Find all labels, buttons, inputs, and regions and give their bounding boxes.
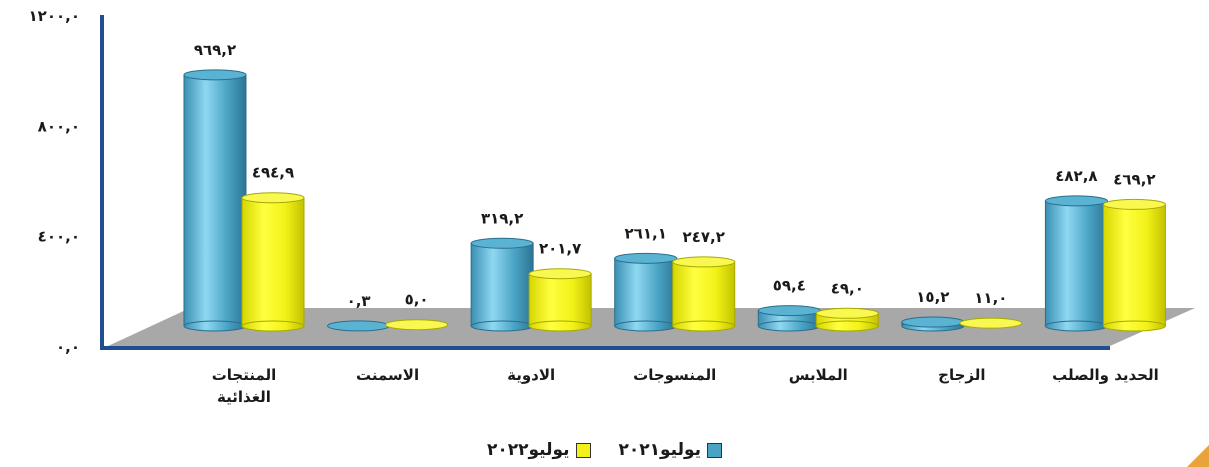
category-label: المنسوجات [633, 366, 716, 384]
data-label: ٤٩٤,٩ [252, 164, 294, 182]
data-label: ٢٠١,٧ [539, 240, 581, 258]
bar [528, 268, 592, 332]
legend: يوليو٢٠٢١ يوليو٢٠٢٢ [0, 440, 1209, 460]
category-label: الاسمنت [356, 366, 419, 384]
category-label: الغذائية [217, 388, 271, 406]
y-tick-label: ٤٠٠,٠ [38, 228, 80, 246]
bar [1044, 195, 1108, 332]
bar [385, 319, 449, 331]
data-label: ٩٦٩,٢ [194, 41, 236, 59]
y-tick-labels: ٠,٠ ٤٠٠,٠ ٨٠٠,٠ ١٢٠٠,٠ [29, 7, 80, 356]
category-label: الادوية [507, 366, 555, 384]
bar [470, 237, 534, 332]
data-label: ٥,٠ [405, 291, 429, 309]
y-tick-label: ٨٠٠,٠ [38, 117, 80, 135]
legend-item: يوليو٢٠٢٢ [487, 440, 591, 460]
bars [183, 69, 1166, 332]
data-label: ٢٤٧,٢ [683, 228, 725, 246]
legend-item: يوليو٢٠٢١ [619, 440, 723, 460]
bar [959, 317, 1023, 329]
bar [901, 316, 965, 332]
data-label: ٣١٩,٢ [481, 209, 523, 227]
y-tick-label: ١٢٠٠,٠ [29, 7, 80, 25]
data-label: ٥٩,٤ [773, 277, 806, 295]
bar [327, 320, 391, 332]
data-label: ١٥,٢ [916, 288, 949, 306]
data-label: ١١,٠ [974, 289, 1007, 307]
legend-label: يوليو٢٠٢١ [618, 440, 702, 460]
category-labels: المنتجات الغذائية الاسمنت الادوية المنسوجات ا… [212, 366, 1159, 406]
data-label: ٤٨٢,٨ [1055, 167, 1097, 185]
data-label: ٤٩,٠ [831, 279, 864, 297]
bar [614, 252, 678, 332]
legend-swatch [575, 442, 591, 458]
bar [815, 307, 879, 332]
bar [757, 305, 821, 332]
bar [183, 69, 247, 332]
category-label: الملابس [789, 366, 848, 384]
data-label: ٤٦٩,٢ [1113, 170, 1155, 188]
category-label: الحديد والصلب [1052, 366, 1159, 384]
legend-swatch [707, 442, 723, 458]
bar [241, 192, 305, 332]
y-tick-label: ٠,٠ [56, 338, 80, 356]
bar [1102, 198, 1166, 332]
category-label: الزجاج [938, 366, 985, 384]
data-label: ٢٦١,١ [625, 224, 667, 242]
corner-decoration [1187, 445, 1209, 467]
legend-label: يوليو٢٠٢٢ [486, 440, 570, 460]
bar [672, 256, 736, 332]
data-label: ٠,٣ [347, 292, 371, 310]
data-labels: ٩٦٩,٢ ٤٩٤,٩ ٠,٣ ٥,٠ ٣١٩,٢ ٢٠١,٧ ٢٦١,١ ٢٤٧,٢ ٥٩,٤… [194, 41, 1156, 310]
category-label: المنتجات [212, 366, 277, 384]
